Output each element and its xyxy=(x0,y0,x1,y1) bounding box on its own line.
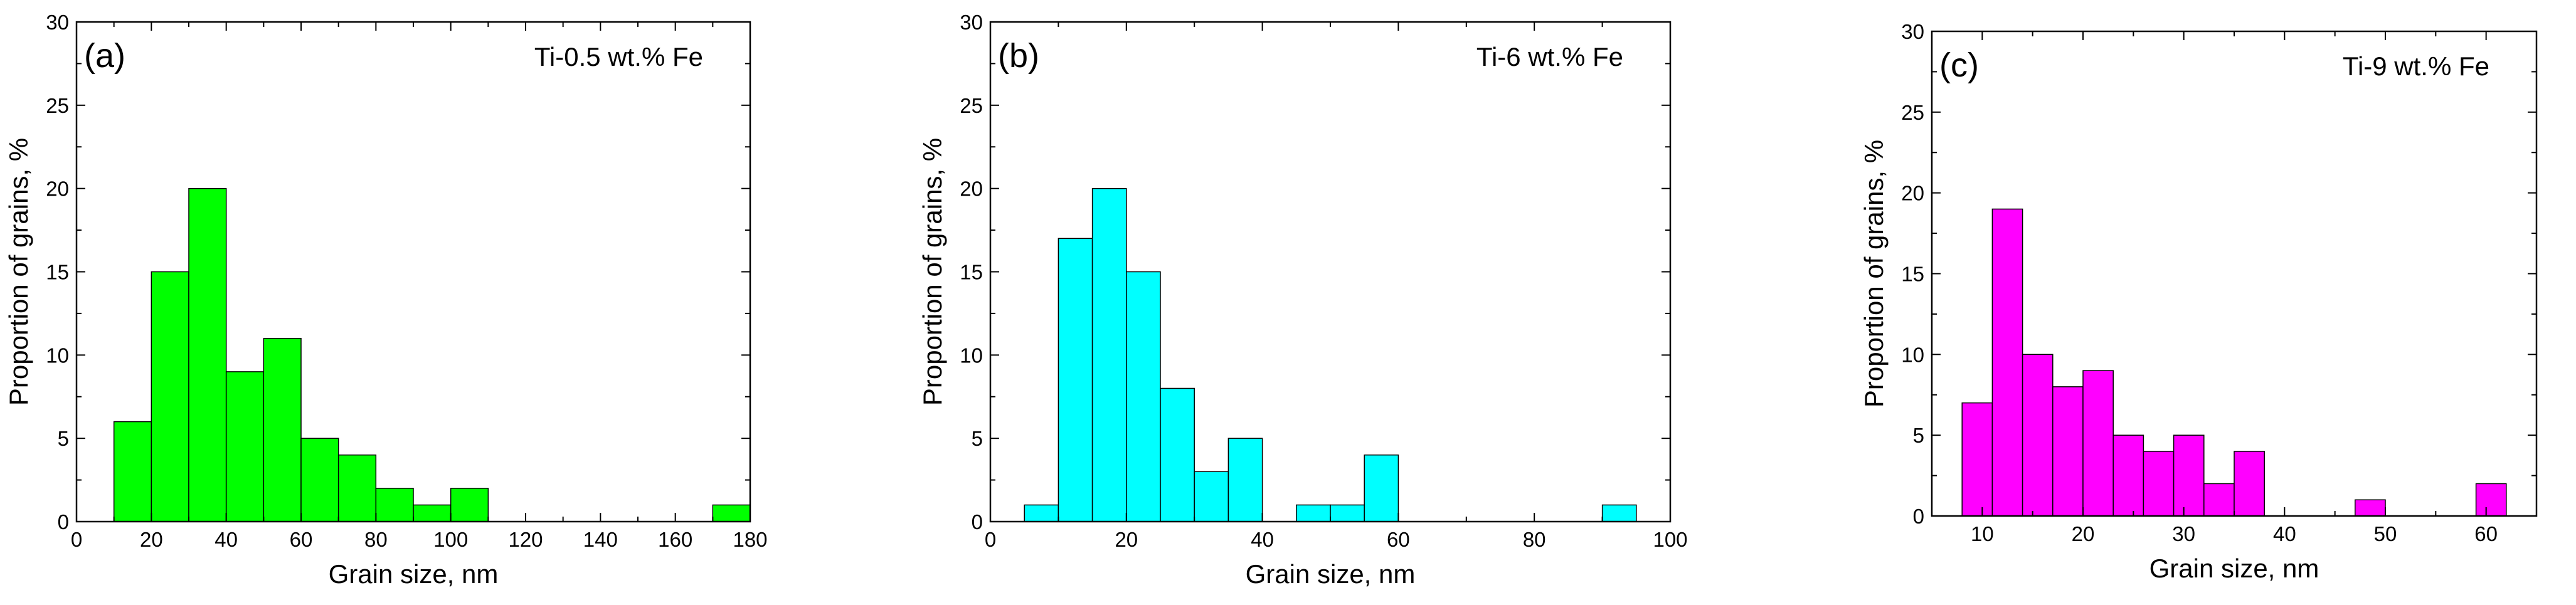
histogram-bar xyxy=(300,438,339,522)
y-tick-label: 30 xyxy=(960,11,983,34)
x-tick-label: 140 xyxy=(583,528,618,551)
histogram-bar xyxy=(450,488,489,522)
histogram-bar xyxy=(1227,438,1263,522)
y-tick-label: 20 xyxy=(1901,182,1924,205)
y-tick-label: 5 xyxy=(58,427,69,450)
panel-label: (a) xyxy=(84,37,125,75)
histogram-bar xyxy=(337,454,377,522)
x-axis-label: Grain size, nm xyxy=(329,559,499,589)
histogram-bar xyxy=(1961,402,1993,517)
y-tick-label: 10 xyxy=(46,344,69,367)
y-tick-label: 15 xyxy=(46,261,69,284)
histogram-bar xyxy=(2143,451,2175,517)
y-axis-label: Proportion of grains, % xyxy=(1859,140,1889,408)
x-tick-label: 100 xyxy=(433,528,468,551)
histogram-bar xyxy=(2355,499,2386,517)
histogram-bar xyxy=(375,488,414,522)
histogram-bar xyxy=(263,338,302,522)
x-tick-label: 80 xyxy=(1523,528,1546,551)
histogram-bar xyxy=(2173,434,2205,517)
histogram-bar xyxy=(1601,504,1637,522)
y-tick-label: 5 xyxy=(972,427,983,450)
x-tick-label: 60 xyxy=(1387,528,1410,551)
histogram-bar xyxy=(151,271,189,522)
histogram-bar xyxy=(2082,370,2114,517)
y-tick-label: 10 xyxy=(960,344,983,367)
panel-2: 0 20 40 60 80 100 0 5 10 15 20 25 30 Grain size, nm Pr… xyxy=(918,11,1688,589)
x-tick-label: 30 xyxy=(2172,522,2195,545)
y-tick-label: 20 xyxy=(960,177,983,201)
y-tick-label: 0 xyxy=(58,510,69,534)
composition-label: Ti-6 wt.% Fe xyxy=(1476,42,1623,71)
histogram-bar xyxy=(2203,483,2235,517)
histogram-bar xyxy=(188,187,227,522)
x-tick-label: 0 xyxy=(985,528,996,551)
composition-label: Ti-0.5 wt.% Fe xyxy=(534,42,703,71)
histogram-bar xyxy=(2022,354,2054,517)
x-tick-label: 20 xyxy=(2072,522,2095,545)
x-tick-label: 100 xyxy=(1653,528,1687,551)
histogram-bar xyxy=(2475,483,2507,517)
histogram-bar xyxy=(1160,387,1195,522)
x-tick-label: 40 xyxy=(215,528,238,551)
panel-3: 10 20 30 40 50 60 0 5 10 15 20 25 30 Grain size, nm Pr… xyxy=(1859,20,2538,583)
x-tick-label: 20 xyxy=(140,528,163,551)
y-tick-label: 0 xyxy=(1913,505,1924,528)
x-tick-label: 80 xyxy=(364,528,388,551)
x-tick-label: 60 xyxy=(2474,522,2498,545)
histogram-bar xyxy=(1091,187,1127,522)
y-axis-label: Proportion of grains, % xyxy=(4,138,33,406)
y-tick-label: 30 xyxy=(46,11,69,34)
histogram-bar xyxy=(712,504,751,522)
y-tick-label: 30 xyxy=(1901,20,1924,43)
histogram-bar xyxy=(1296,504,1331,522)
y-tick-label: 25 xyxy=(46,94,69,117)
histogram-bar xyxy=(2234,451,2265,517)
x-tick-label: 40 xyxy=(2273,522,2296,545)
x-tick-label: 180 xyxy=(733,528,767,551)
y-tick-label: 25 xyxy=(960,94,983,117)
x-tick-label: 60 xyxy=(290,528,313,551)
x-axis-label: Grain size, nm xyxy=(2149,554,2319,583)
x-tick-label: 40 xyxy=(1251,528,1274,551)
histogram-bar xyxy=(1194,471,1229,522)
composition-label: Ti-9 wt.% Fe xyxy=(2343,51,2489,81)
x-tick-label: 20 xyxy=(1115,528,1138,551)
histogram-bar xyxy=(225,371,265,522)
y-tick-label: 15 xyxy=(960,261,983,284)
x-tick-label: 160 xyxy=(658,528,692,551)
y-tick-label: 15 xyxy=(1901,263,1924,286)
histogram-bar xyxy=(413,504,452,522)
y-axis-label: Proportion of grains, % xyxy=(918,138,947,406)
panel-1: 0 20 40 60 80 100 120 140 160 180 0 5 10 15 20 25 30 Grai… xyxy=(4,11,768,589)
panel-label: (b) xyxy=(998,37,1039,75)
histogram-bar xyxy=(1364,454,1399,522)
y-tick-label: 5 xyxy=(1913,424,1924,447)
y-tick-label: 20 xyxy=(46,177,69,201)
panel-label: (c) xyxy=(1939,46,1979,84)
y-tick-label: 10 xyxy=(1901,343,1924,366)
histogram-bar xyxy=(1991,208,2023,517)
x-tick-label: 0 xyxy=(71,528,82,551)
histogram-bar xyxy=(1330,504,1365,522)
histogram-bar xyxy=(1057,238,1093,522)
histogram-bar xyxy=(113,421,152,522)
x-tick-label: 120 xyxy=(508,528,543,551)
y-tick-label: 25 xyxy=(1901,101,1924,124)
x-tick-label: 50 xyxy=(2374,522,2397,545)
histogram-bar xyxy=(1126,271,1161,522)
x-axis-label: Grain size, nm xyxy=(1246,559,1416,589)
histogram-bar xyxy=(1024,504,1059,522)
histogram-bar xyxy=(2052,386,2084,517)
y-tick-label: 0 xyxy=(972,510,983,534)
x-tick-label: 10 xyxy=(1971,522,1994,545)
histogram-bar xyxy=(2112,434,2144,517)
